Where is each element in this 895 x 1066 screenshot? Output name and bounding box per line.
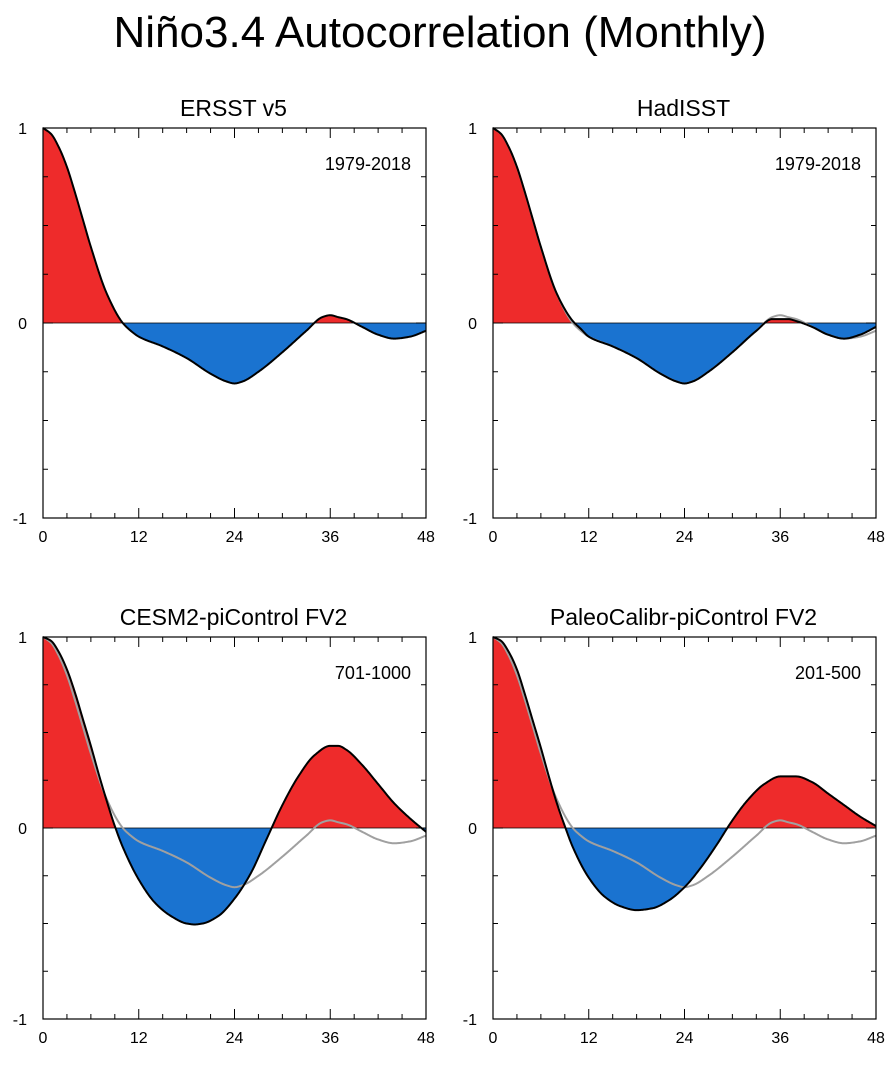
y-tick-label: 1 bbox=[468, 121, 477, 138]
x-tick-label: 48 bbox=[867, 1030, 885, 1047]
positive-area bbox=[493, 128, 876, 323]
y-tick-label: 0 bbox=[468, 316, 477, 333]
x-tick-label: 48 bbox=[417, 529, 435, 546]
negative-area bbox=[493, 323, 876, 384]
chart-panels: 0 12 24 36 48 -1 0 1 ERSST v5 1979-2018 0 12 24 36 48 -… bbox=[13, 95, 885, 1047]
x-tick-label: 48 bbox=[417, 1030, 435, 1047]
y-tick-label: -1 bbox=[13, 1012, 27, 1029]
x-tick-label: 0 bbox=[489, 1030, 498, 1047]
period-label: 1979-2018 bbox=[775, 154, 861, 174]
y-tick-label: -1 bbox=[13, 511, 27, 528]
panel-title: PaleoCalibr-piControl FV2 bbox=[550, 604, 817, 630]
y-tick-label: 0 bbox=[18, 821, 27, 838]
chart-panel: 0 12 24 36 48 -1 0 1 ERSST v5 1979-2018 bbox=[13, 95, 435, 546]
x-tick-label: 36 bbox=[321, 529, 339, 546]
positive-area bbox=[43, 128, 426, 323]
x-tick-label: 0 bbox=[489, 529, 498, 546]
x-tick-label: 36 bbox=[321, 1030, 339, 1047]
panel-title: HadISST bbox=[637, 95, 730, 121]
negative-area bbox=[493, 828, 876, 911]
x-tick-label: 12 bbox=[580, 1030, 598, 1047]
figure-title: Niño3.4 Autocorrelation (Monthly) bbox=[114, 8, 767, 57]
x-tick-label: 24 bbox=[676, 1030, 694, 1047]
chart-panel: 0 12 24 36 48 -1 0 1 CESM2-piControl FV2 701-1000 bbox=[13, 604, 435, 1047]
x-tick-label: 0 bbox=[39, 1030, 48, 1047]
y-tick-label: 0 bbox=[18, 316, 27, 333]
negative-area bbox=[43, 828, 426, 925]
autocorrelation-line bbox=[42, 127, 427, 385]
x-tick-label: 12 bbox=[580, 529, 598, 546]
x-tick-label: 24 bbox=[226, 529, 244, 546]
period-label: 1979-2018 bbox=[325, 154, 411, 174]
y-tick-label: 1 bbox=[18, 121, 27, 138]
x-tick-label: 36 bbox=[771, 529, 789, 546]
panel-title: ERSST v5 bbox=[180, 95, 287, 121]
chart-panel: 0 12 24 36 48 -1 0 1 HadISST 1979-2018 bbox=[463, 95, 885, 546]
x-tick-label: 24 bbox=[676, 529, 694, 546]
x-tick-label: 36 bbox=[771, 1030, 789, 1047]
x-tick-label: 12 bbox=[130, 1030, 148, 1047]
y-tick-label: -1 bbox=[463, 511, 477, 528]
x-tick-label: 12 bbox=[130, 529, 148, 546]
y-tick-label: -1 bbox=[463, 1012, 477, 1029]
x-tick-label: 0 bbox=[39, 529, 48, 546]
y-tick-label: 1 bbox=[18, 630, 27, 647]
x-tick-label: 48 bbox=[867, 529, 885, 546]
autocorrelation-line bbox=[492, 127, 877, 385]
panel-title: CESM2-piControl FV2 bbox=[120, 604, 348, 630]
period-label: 201-500 bbox=[795, 663, 861, 683]
chart-panel: 0 12 24 36 48 -1 0 1 PaleoCalibr-piControl FV2 20… bbox=[463, 604, 885, 1047]
period-label: 701-1000 bbox=[335, 663, 411, 683]
y-tick-label: 0 bbox=[468, 821, 477, 838]
positive-area bbox=[493, 637, 876, 828]
x-tick-label: 24 bbox=[226, 1030, 244, 1047]
positive-area bbox=[43, 637, 426, 828]
autocorrelation-line bbox=[492, 636, 877, 912]
negative-area bbox=[43, 323, 426, 384]
autocorrelation-line bbox=[42, 636, 427, 926]
y-tick-label: 1 bbox=[468, 630, 477, 647]
